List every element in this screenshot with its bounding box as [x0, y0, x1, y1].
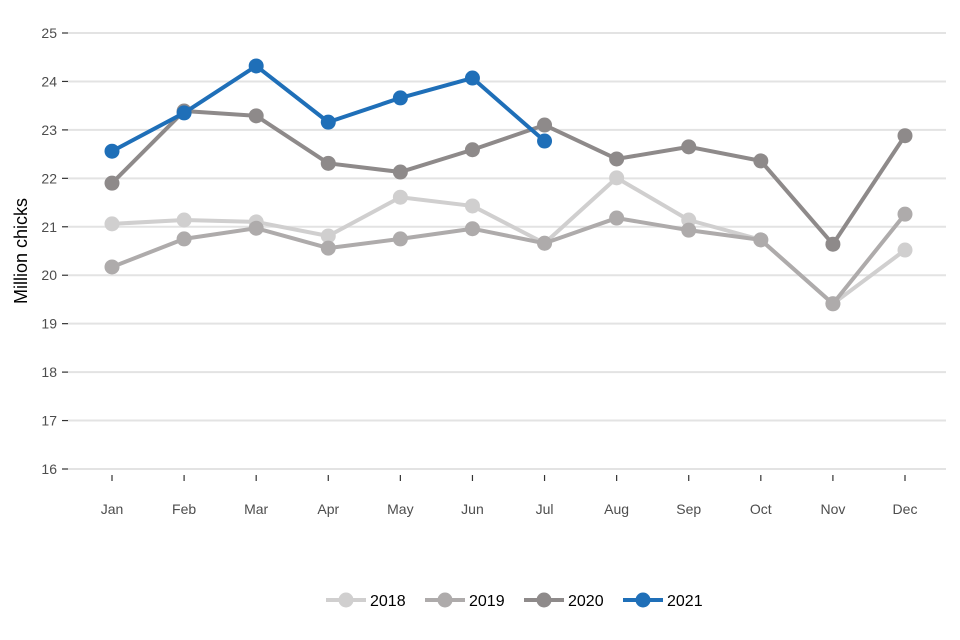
data-point	[176, 231, 192, 247]
data-point	[320, 114, 336, 130]
legend-marker	[635, 592, 651, 608]
y-tick-label: 24	[41, 73, 57, 89]
x-tick-label: Sep	[676, 501, 701, 517]
data-point	[609, 170, 625, 186]
data-point	[320, 228, 336, 244]
series-2020	[104, 103, 913, 252]
data-point	[681, 222, 697, 238]
legend-marker	[338, 592, 354, 608]
data-point	[825, 236, 841, 252]
x-tick-label: Jul	[536, 501, 554, 517]
series-2019	[104, 206, 913, 312]
data-point	[681, 139, 697, 155]
data-point	[392, 90, 408, 106]
data-point	[176, 212, 192, 228]
data-point	[176, 105, 192, 121]
legend-label: 2020	[568, 593, 604, 610]
x-tick-label: Feb	[172, 501, 196, 517]
data-point	[609, 151, 625, 167]
x-tick-label: Oct	[750, 501, 772, 517]
data-point	[248, 220, 264, 236]
data-point	[104, 175, 120, 191]
y-axis-label: Million chicks	[11, 198, 31, 304]
data-point	[537, 133, 553, 149]
x-tick-label: Jun	[461, 501, 484, 517]
data-point	[248, 108, 264, 124]
data-point	[825, 296, 841, 312]
data-point	[609, 210, 625, 226]
legend-label: 2021	[667, 593, 703, 610]
data-point	[753, 232, 769, 248]
x-tick-label: Jan	[101, 501, 124, 517]
legend-marker	[536, 592, 552, 608]
data-point	[897, 242, 913, 258]
data-point	[464, 70, 480, 86]
x-tick-label: Apr	[317, 501, 339, 517]
x-tick-label: May	[387, 501, 413, 517]
legend-item-2020: 2020	[524, 592, 604, 610]
data-point	[464, 142, 480, 158]
y-tick-label: 16	[41, 461, 57, 477]
y-tick-label: 17	[41, 413, 57, 429]
data-point	[104, 143, 120, 159]
legend-marker	[437, 592, 453, 608]
data-point	[464, 221, 480, 237]
y-tick-label: 22	[41, 170, 57, 186]
series-2021	[104, 58, 553, 159]
data-point	[537, 117, 553, 133]
legend-item-2021: 2021	[623, 592, 703, 610]
data-point	[392, 164, 408, 180]
y-tick-label: 23	[41, 122, 57, 138]
series-line-2018	[111, 175, 907, 306]
data-point	[104, 216, 120, 232]
data-point	[897, 206, 913, 222]
data-point	[392, 231, 408, 247]
legend-item-2019: 2019	[425, 592, 505, 610]
data-point	[248, 58, 264, 74]
data-point	[320, 155, 336, 171]
y-tick-label: 18	[41, 364, 57, 380]
series-line-2020	[110, 108, 907, 247]
data-point	[104, 259, 120, 275]
y-tick-label: 20	[41, 267, 57, 283]
legend-label: 2019	[469, 593, 505, 610]
series-line-2019	[111, 212, 907, 306]
data-point	[320, 240, 336, 256]
x-tick-label: Dec	[893, 501, 918, 517]
x-tick-label: Aug	[604, 501, 629, 517]
data-point	[753, 153, 769, 169]
series-2018	[104, 170, 913, 312]
y-tick-label: 25	[41, 25, 57, 41]
x-tick-label: Mar	[244, 501, 268, 517]
data-point	[537, 235, 553, 251]
y-tick-label: 19	[41, 316, 57, 332]
y-tick-label: 21	[41, 219, 57, 235]
legend-item-2018: 2018	[326, 592, 406, 610]
data-point	[897, 128, 913, 144]
legend-label: 2018	[370, 593, 406, 610]
x-tick-label: Nov	[820, 501, 845, 517]
data-point	[392, 189, 408, 205]
data-point	[464, 198, 480, 214]
